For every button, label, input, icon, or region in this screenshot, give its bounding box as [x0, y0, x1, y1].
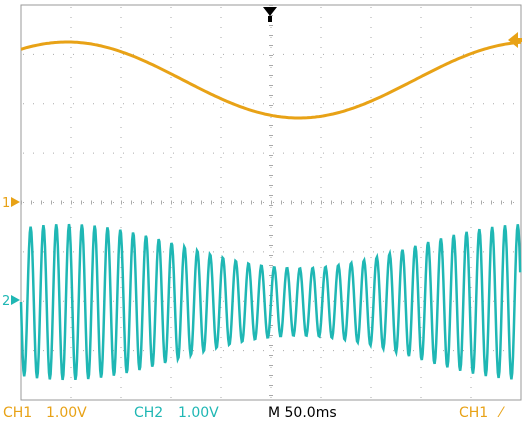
ch1-scale: 1.00V: [46, 405, 87, 421]
ch2-scale: 1.00V: [178, 405, 219, 421]
svg-text:2: 2: [2, 294, 10, 309]
ch1-waveform: [20, 40, 522, 120]
svg-text:1: 1: [2, 196, 10, 211]
ch1-label: CH1: [3, 405, 33, 421]
ch2-ground-marker: 2: [2, 294, 20, 309]
trigger-source: CH1: [459, 405, 489, 421]
ch1-ground-marker: 1: [2, 196, 20, 211]
timebase-readout: M 50.0ms: [268, 405, 337, 421]
trigger-position-icon: [263, 7, 277, 22]
graticule-grid: [21, 5, 514, 398]
trigger-level-icon: [508, 32, 522, 48]
trigger-slope-icon: ⁄: [500, 405, 503, 421]
ch2-waveform: [19, 223, 522, 381]
ch2-label: CH2: [134, 405, 164, 421]
